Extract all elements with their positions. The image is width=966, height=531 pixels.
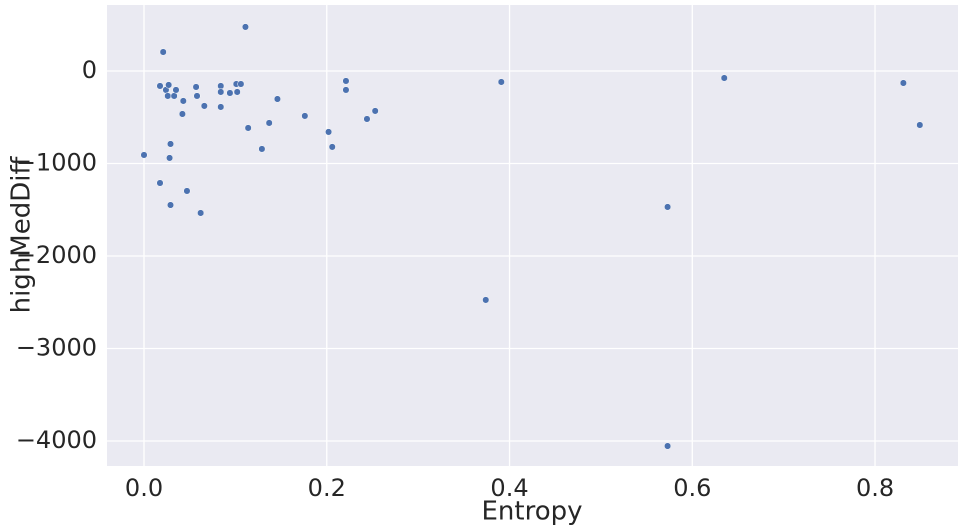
point bbox=[183, 187, 191, 195]
x-tick-label: 0.6 bbox=[673, 474, 711, 502]
y-tick-label: 0 bbox=[82, 56, 97, 84]
x-tick-label: 0.4 bbox=[490, 474, 528, 502]
point bbox=[159, 48, 167, 56]
point bbox=[328, 143, 336, 151]
point bbox=[165, 81, 173, 89]
point bbox=[664, 203, 672, 211]
point bbox=[217, 88, 225, 96]
point bbox=[325, 128, 333, 136]
point bbox=[244, 124, 252, 132]
point bbox=[140, 151, 148, 159]
x-tick-label: 0.0 bbox=[125, 474, 163, 502]
y-axis-label: highMedDiff bbox=[7, 156, 37, 314]
y-tick-label: −4000 bbox=[16, 426, 97, 454]
point bbox=[166, 201, 175, 209]
point bbox=[156, 179, 164, 187]
y-tick-label: −3000 bbox=[16, 334, 97, 362]
point bbox=[916, 121, 924, 129]
point bbox=[301, 112, 309, 120]
point bbox=[164, 92, 172, 100]
plot-area bbox=[107, 5, 958, 466]
point bbox=[233, 88, 241, 96]
point bbox=[200, 102, 208, 110]
point bbox=[497, 78, 505, 86]
point bbox=[241, 23, 249, 31]
point bbox=[342, 77, 350, 85]
point bbox=[363, 115, 371, 123]
point bbox=[720, 74, 728, 82]
point bbox=[172, 86, 180, 94]
x-tick-label: 0.8 bbox=[856, 474, 894, 502]
point bbox=[342, 86, 350, 94]
y-tick-label: −2000 bbox=[16, 241, 97, 269]
point bbox=[179, 97, 187, 105]
point bbox=[899, 79, 907, 87]
x-tick-label: 0.2 bbox=[308, 474, 346, 502]
point bbox=[197, 209, 205, 217]
point bbox=[166, 140, 175, 148]
point bbox=[664, 442, 672, 450]
y-tick-label: −1000 bbox=[16, 148, 97, 176]
point bbox=[265, 119, 273, 127]
point bbox=[170, 92, 178, 100]
point bbox=[156, 82, 164, 90]
point bbox=[371, 107, 379, 115]
point bbox=[178, 110, 186, 118]
point bbox=[217, 103, 225, 111]
point bbox=[237, 80, 245, 88]
point bbox=[226, 89, 234, 97]
point bbox=[482, 296, 490, 304]
point bbox=[258, 145, 266, 153]
point bbox=[193, 92, 201, 100]
point bbox=[166, 154, 174, 162]
point bbox=[217, 82, 225, 90]
x-axis-label: Entropy bbox=[481, 497, 582, 527]
point bbox=[273, 95, 281, 103]
point bbox=[192, 83, 200, 91]
